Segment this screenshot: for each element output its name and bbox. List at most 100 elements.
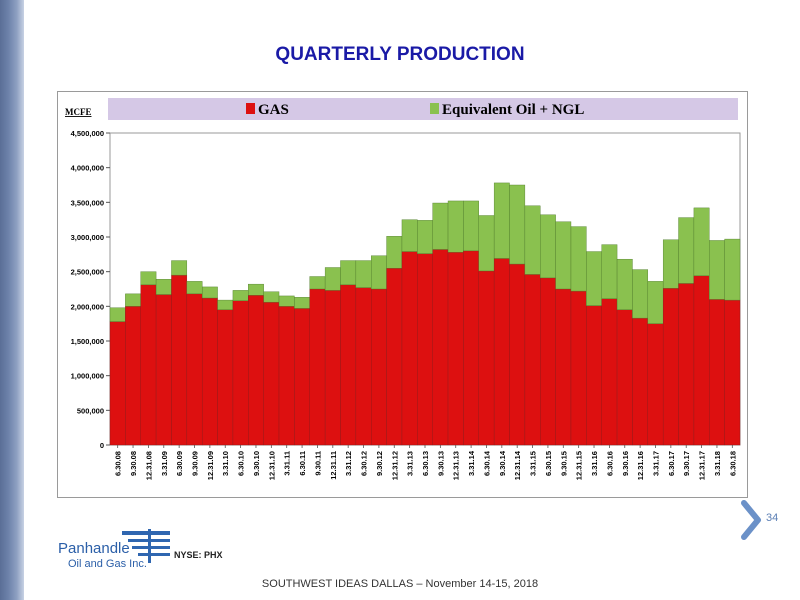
- x-tick-label: 12.31.15: [575, 451, 584, 480]
- bar-oil-ngl: [709, 240, 725, 300]
- x-tick-label: 12.31.10: [267, 451, 276, 480]
- bar-oil-ngl: [217, 299, 234, 311]
- bar-gas: [186, 293, 203, 446]
- y-tick-label: 3,000,000: [71, 233, 104, 242]
- company-logo: Panhandle Oil and Gas Inc. NYSE: PHX: [58, 527, 228, 571]
- bar-oil-ngl: [232, 290, 249, 301]
- y-axis-unit-label: MCFE: [65, 107, 92, 117]
- y-tick-label: 2,500,000: [71, 268, 104, 277]
- bar-gas: [171, 274, 188, 446]
- bar-oil-ngl: [493, 182, 510, 259]
- x-tick-label: 3.31.10: [221, 451, 230, 476]
- bar-oil-ngl: [263, 291, 280, 303]
- x-tick-label: 12.31.12: [390, 451, 399, 480]
- bar-oil-ngl: [447, 200, 464, 253]
- bar-gas: [478, 270, 495, 446]
- bar-gas: [109, 321, 126, 446]
- bar-oil-ngl: [478, 215, 495, 272]
- bar-oil-ngl: [509, 184, 526, 265]
- bar-gas: [401, 251, 418, 446]
- y-tick-label: 2,000,000: [71, 302, 104, 311]
- x-tick-label: 9.30.08: [129, 451, 138, 476]
- logo-line1: Panhandle: [58, 540, 130, 557]
- bar-gas: [709, 299, 725, 446]
- x-tick-label: 6.30.14: [482, 450, 491, 476]
- bar-gas: [586, 305, 602, 446]
- bar-gas: [540, 277, 556, 446]
- panhandle-logo-mark: Panhandle Oil and Gas Inc. NYSE: PHX: [58, 529, 223, 570]
- chevron-right-icon[interactable]: [738, 497, 766, 543]
- x-tick-label: 9.30.09: [191, 451, 200, 476]
- x-tick-label: 3.31.17: [651, 451, 660, 476]
- bar-oil-ngl: [540, 214, 556, 279]
- bar-gas: [125, 306, 141, 446]
- bar-gas: [309, 288, 326, 446]
- x-tick-label: 6.30.11: [298, 451, 307, 476]
- bar-oil-ngl: [586, 251, 602, 306]
- x-tick-label: 6.30.18: [728, 451, 737, 476]
- bar-gas: [417, 253, 433, 446]
- x-tick-label: 9.30.15: [559, 451, 568, 476]
- bar-gas: [463, 250, 479, 446]
- legend-swatch-gas: [246, 103, 255, 114]
- bar-gas: [601, 298, 618, 446]
- bar-gas: [678, 283, 695, 446]
- footer-text: SOUTHWEST IDEAS DALLAS – November 14-15,…: [261, 578, 539, 590]
- bar-oil-ngl: [524, 205, 541, 275]
- x-tick-label: 12.31.09: [206, 451, 215, 480]
- bar-oil-ngl: [248, 283, 264, 296]
- bar-gas: [140, 284, 157, 446]
- bar-oil-ngl: [294, 297, 310, 309]
- bar-oil-ngl: [309, 276, 326, 290]
- bar-oil-ngl: [324, 267, 341, 291]
- slide-title: QUARTERLY PRODUCTION: [275, 44, 525, 65]
- x-tick-label: 6.30.10: [237, 451, 246, 476]
- bar-gas: [662, 288, 679, 446]
- bar-gas: [693, 275, 710, 446]
- bar-gas: [724, 299, 741, 446]
- bar-oil-ngl: [109, 307, 126, 322]
- bar-oil-ngl: [401, 219, 418, 252]
- bar-oil-ngl: [616, 258, 633, 310]
- bar-gas: [278, 306, 295, 446]
- bar-oil-ngl: [386, 236, 403, 269]
- x-tick-label: 6.30.16: [605, 451, 614, 476]
- x-tick-label: 9.30.11: [313, 451, 322, 476]
- x-tick-label: 3.31.09: [160, 451, 169, 476]
- x-tick-label: 6.30.12: [360, 451, 369, 476]
- chart-frame: MCFE GAS Equivalent Oil + NGL 0 500,000 1,000…: [57, 91, 748, 498]
- bar-gas: [248, 295, 264, 446]
- bar-oil-ngl: [417, 220, 433, 254]
- x-tick-label: 9.30.17: [682, 451, 691, 476]
- x-tick-label: 12.31.08: [144, 451, 153, 480]
- bar-oil-ngl: [278, 295, 295, 307]
- legend-label-gas: GAS: [258, 102, 289, 118]
- x-tick-label: 9.30.12: [375, 451, 384, 476]
- left-accent-bar: [0, 0, 24, 600]
- x-tick-label: 3.31.11: [283, 451, 292, 476]
- x-tick-label: 12.31.14: [513, 450, 522, 480]
- y-tick-label: 4,500,000: [71, 129, 104, 138]
- bar-oil-ngl: [201, 286, 218, 299]
- x-tick-label: 3.31.16: [590, 451, 599, 476]
- x-tick-label: 12.31.16: [636, 451, 645, 480]
- x-tick-label: 6.30.13: [421, 451, 430, 476]
- bar-oil-ngl: [632, 269, 649, 319]
- x-tick-label: 6.30.08: [114, 451, 123, 476]
- x-tick-label: 3.31.12: [344, 451, 353, 476]
- x-tick-label: 3.31.13: [406, 451, 415, 476]
- x-tick-label: 6.30.09: [175, 451, 184, 476]
- bar-oil-ngl: [463, 200, 479, 252]
- bar-gas: [371, 288, 387, 446]
- x-tick-label: 6.30.17: [667, 451, 676, 476]
- y-tick-label: 3,500,000: [71, 198, 104, 207]
- bar-gas: [632, 317, 649, 446]
- y-tick-label: 1,500,000: [71, 337, 104, 346]
- bar-oil-ngl: [340, 260, 357, 286]
- bar-gas: [432, 249, 449, 446]
- bar-oil-ngl: [662, 239, 679, 289]
- logo-line2: Oil and Gas Inc.: [68, 558, 147, 570]
- bar-gas: [493, 258, 510, 446]
- bar-gas: [294, 308, 310, 446]
- bar-gas: [447, 252, 464, 446]
